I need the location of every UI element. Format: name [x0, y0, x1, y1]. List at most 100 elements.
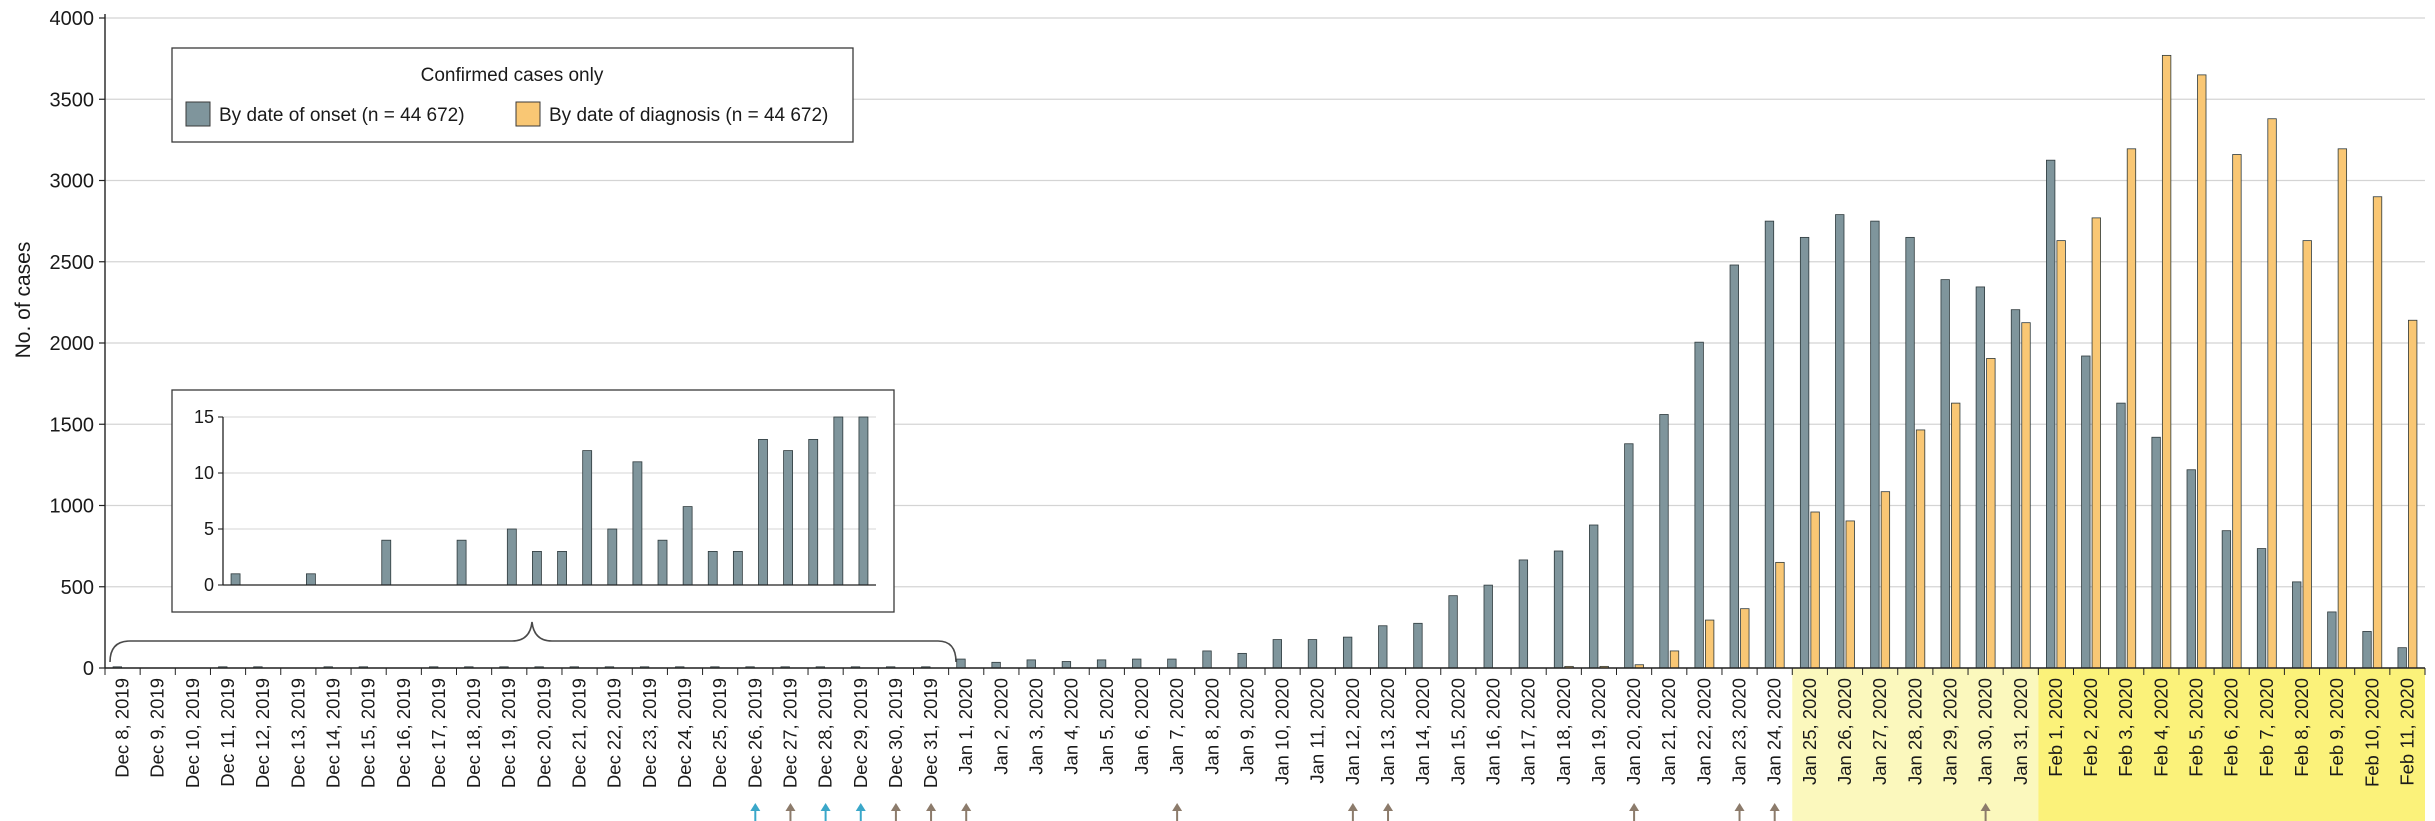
x-tick-label: Feb 4, 2020 [2150, 678, 2171, 777]
bar-onset [2362, 631, 2372, 669]
bar-onset [1448, 595, 1458, 669]
inset-bar [381, 539, 392, 586]
inset-bar [532, 551, 542, 586]
bar-onset [1589, 524, 1599, 669]
event-arrow-icon [785, 803, 796, 821]
inset-bar [632, 461, 643, 586]
x-tick-label: Feb 2, 2020 [2080, 678, 2101, 777]
x-tick-label: Feb 1, 2020 [2045, 678, 2066, 777]
bar-diagnosis [1704, 619, 1715, 669]
x-tick-label: Feb 7, 2020 [2256, 678, 2277, 777]
bar-diagnosis [1775, 561, 1785, 669]
bar-onset [956, 658, 966, 669]
bar-series [112, 54, 2418, 669]
x-tick-label: Feb 5, 2020 [2186, 678, 2207, 777]
inset-bar [230, 573, 241, 586]
x-tick-label: Dec 12, 2019 [252, 678, 273, 788]
event-arrow-icon [1172, 803, 1183, 821]
bar-onset [1026, 659, 1036, 669]
bar-onset [1870, 220, 1880, 669]
event-arrow-icon [926, 803, 937, 821]
inset-bar [506, 528, 517, 586]
x-tick-label: Dec 18, 2019 [463, 678, 484, 788]
x-tick-label: Feb 10, 2020 [2361, 678, 2382, 787]
x-tick-label: Jan 14, 2020 [1412, 678, 1433, 785]
inset-bar [557, 551, 567, 586]
event-arrow-icon [961, 803, 972, 821]
bar-onset [1061, 661, 1072, 669]
x-tick-label: Jan 29, 2020 [1939, 678, 1960, 785]
inset-bar [808, 438, 819, 586]
x-tick-label: Dec 19, 2019 [498, 678, 519, 788]
x-tick-label: Dec 31, 2019 [920, 678, 941, 788]
x-tick-label: Dec 11, 2019 [217, 678, 238, 787]
bar-onset [1729, 264, 1739, 669]
bar-onset [1694, 341, 1704, 669]
y-axis-label: No. of cases [12, 242, 35, 359]
x-tick-label: Jan 10, 2020 [1272, 678, 1293, 785]
bar-onset [1659, 414, 1669, 669]
bar-diagnosis [2056, 240, 2066, 669]
bar-onset [1518, 559, 1529, 669]
event-arrow-icon [1734, 803, 1745, 821]
bar-diagnosis [2408, 319, 2418, 669]
event-arrow-icon [820, 803, 831, 821]
event-arrow-icon [1383, 803, 1394, 821]
legend-swatch-onset [185, 101, 211, 127]
x-tick-label: Jan 26, 2020 [1834, 678, 1855, 785]
legend-label-diagnosis: By date of diagnosis (n = 44 672) [549, 105, 828, 126]
inset-bar [732, 551, 743, 586]
bar-onset [1167, 658, 1177, 669]
x-tick-label: Jan 1, 2020 [955, 678, 976, 775]
x-tick-label: Jan 23, 2020 [1729, 678, 1750, 785]
y-tick-label: 1000 [50, 496, 95, 518]
x-tick-label: Jan 20, 2020 [1623, 678, 1644, 785]
bar-onset [2292, 581, 2302, 669]
bar-onset [991, 661, 1001, 669]
y-tick-label: 0 [83, 658, 94, 680]
x-tick-label: Jan 12, 2020 [1342, 678, 1363, 785]
x-tick-label: Dec 22, 2019 [604, 678, 625, 788]
bar-onset [1799, 236, 1810, 669]
bar-onset [2256, 548, 2267, 669]
y-tick-label: 1500 [50, 414, 95, 436]
inset-bar [582, 450, 593, 586]
y-tick-label: 3500 [50, 89, 95, 111]
legend: Confirmed cases only By date of onset (n… [171, 47, 854, 143]
inset-range-brace [109, 621, 957, 663]
bar-onset [1413, 622, 1423, 669]
x-tick-label: Feb 3, 2020 [2115, 678, 2136, 777]
bar-onset [1975, 286, 1986, 669]
bar-diagnosis [1986, 358, 1996, 669]
highlight-band-1 [1792, 668, 2039, 821]
x-tick-label: Jan 13, 2020 [1377, 678, 1398, 785]
x-tick-label: Jan 6, 2020 [1131, 678, 1152, 775]
inset-bar [456, 539, 467, 586]
inset-y-tick-label: 5 [204, 519, 214, 539]
x-tick-label: Dec 16, 2019 [393, 678, 414, 788]
x-tick-label: Jan 28, 2020 [1904, 678, 1925, 785]
y-tick-label: 3000 [50, 171, 95, 193]
bar-diagnosis [2372, 196, 2383, 669]
bar-onset [1096, 659, 1107, 669]
x-tick-label: Feb 9, 2020 [2326, 678, 2347, 777]
x-tick-label: Jan 2, 2020 [990, 678, 1011, 775]
x-tick-label: Jan 8, 2020 [1201, 678, 1222, 775]
bar-onset [2081, 355, 2091, 669]
highlight-bands [1792, 668, 2425, 821]
bar-diagnosis [2091, 217, 2101, 669]
y-tick-label: 2000 [50, 333, 95, 355]
x-tick-label: Feb 8, 2020 [2291, 678, 2312, 777]
bar-onset [1342, 636, 1353, 669]
x-tick-label: Dec 27, 2019 [779, 678, 800, 788]
event-arrow-icon [1769, 803, 1780, 821]
x-tick-label: Jan 19, 2020 [1588, 678, 1609, 785]
x-tick-label: Dec 29, 2019 [850, 678, 871, 788]
event-arrow-icon [750, 803, 761, 821]
x-tick-label: Dec 26, 2019 [744, 678, 765, 788]
inset-bar [306, 573, 316, 586]
x-tick-labels: Dec 8, 2019 Dec 9, 2019 Dec 10, 2019 Dec 11… [112, 678, 2418, 788]
inset-bar [758, 438, 768, 586]
bar-diagnosis [2126, 148, 2137, 669]
